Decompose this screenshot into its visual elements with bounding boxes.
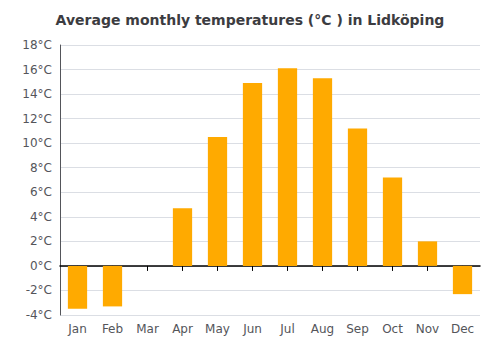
svg-text:16°C: 16°C [22, 63, 52, 77]
svg-text:6°C: 6°C [30, 185, 52, 199]
svg-text:Mar: Mar [136, 322, 159, 336]
svg-text:Aug: Aug [311, 322, 334, 336]
svg-text:-4°C: -4°C [26, 308, 52, 322]
svg-text:0°C: 0°C [30, 259, 52, 273]
svg-text:Oct: Oct [382, 322, 403, 336]
svg-text:Apr: Apr [172, 322, 193, 336]
svg-text:14°C: 14°C [22, 87, 52, 101]
svg-text:Nov: Nov [416, 322, 439, 336]
svg-text:Sep: Sep [346, 322, 369, 336]
svg-text:Dec: Dec [451, 322, 474, 336]
svg-text:8°C: 8°C [30, 161, 52, 175]
svg-text:4°C: 4°C [30, 210, 52, 224]
svg-text:Jul: Jul [279, 322, 294, 336]
svg-text:Jan: Jan [67, 322, 87, 336]
svg-text:10°C: 10°C [22, 136, 52, 150]
svg-text:Average monthly temperatures (: Average monthly temperatures (°C ) in Li… [56, 12, 445, 28]
svg-text:Feb: Feb [102, 322, 123, 336]
svg-text:Jun: Jun [242, 322, 262, 336]
svg-text:-2°C: -2°C [26, 283, 52, 297]
svg-text:2°C: 2°C [30, 234, 52, 248]
svg-text:May: May [205, 322, 230, 336]
svg-text:18°C: 18°C [22, 38, 52, 52]
svg-text:12°C: 12°C [22, 112, 52, 126]
